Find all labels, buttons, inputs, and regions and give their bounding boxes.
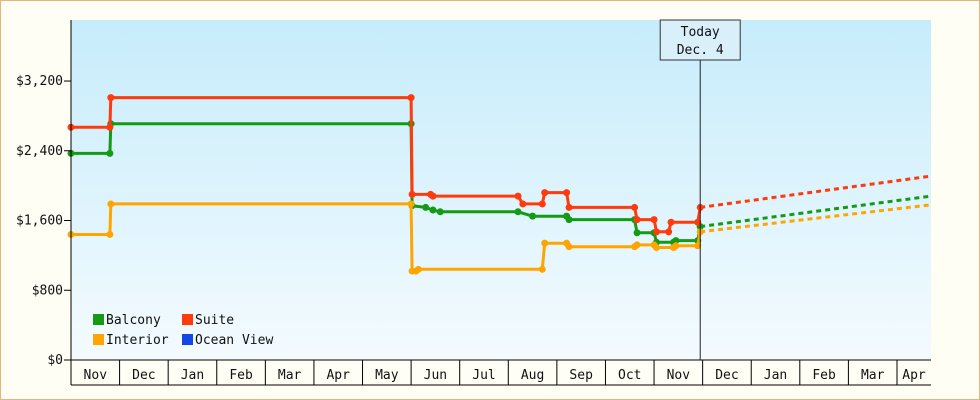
series-point xyxy=(633,241,641,249)
series-layer xyxy=(67,94,932,275)
x-tick-label: Oct xyxy=(618,368,641,383)
legend-label: Interior xyxy=(106,333,169,348)
legend-swatch xyxy=(93,334,104,345)
series-point xyxy=(422,203,430,211)
series-point xyxy=(414,265,422,273)
series-point xyxy=(541,239,549,247)
series-point xyxy=(529,212,537,220)
x-tick-label: Mar xyxy=(278,368,302,383)
series-forecast-line xyxy=(700,203,932,234)
series-point xyxy=(407,94,415,102)
series-point xyxy=(665,228,673,236)
today-label: Today xyxy=(681,25,720,40)
series-point xyxy=(633,216,641,224)
x-tick-label: Dec xyxy=(715,368,738,383)
series-point xyxy=(429,206,437,214)
series-point xyxy=(436,208,444,216)
series-point xyxy=(514,208,522,216)
series-point xyxy=(633,229,641,237)
series-point xyxy=(106,230,114,238)
x-tick-label: Jun xyxy=(424,368,447,383)
series-forecast-line xyxy=(699,174,932,209)
series-point xyxy=(652,244,660,252)
series-point xyxy=(107,200,115,208)
axis-layer: $0 $800 $1,600 $2,400 $3,200 Nov Dec Jan Feb Mar A… xyxy=(16,20,931,386)
x-tick-label: Jan xyxy=(181,368,204,383)
x-tick-label: Jan xyxy=(764,368,787,383)
series-point xyxy=(541,189,549,197)
series-point xyxy=(565,203,573,211)
series-point xyxy=(107,94,115,102)
series-point xyxy=(106,123,114,131)
series-point xyxy=(538,200,546,208)
x-tick-label: Mar xyxy=(861,368,885,383)
today-date-label: Dec. 4 xyxy=(677,43,724,58)
legend-swatch xyxy=(182,314,193,325)
x-tick-label: Aug xyxy=(521,368,544,383)
legend: Balcony Suite Interior Ocean View xyxy=(93,313,273,348)
series-point xyxy=(514,192,522,200)
series-point xyxy=(672,237,680,245)
series-point xyxy=(672,242,680,250)
series-point xyxy=(694,218,702,226)
x-tick-label: Nov xyxy=(84,368,108,383)
x-tick-label: May xyxy=(375,368,399,383)
legend-label: Balcony xyxy=(106,313,161,328)
legend-label: Suite xyxy=(195,313,234,328)
y-tick-label: $2,400 xyxy=(16,144,63,159)
series-point xyxy=(667,218,675,226)
x-tick-label: Jul xyxy=(472,368,495,383)
series-point xyxy=(650,216,658,224)
x-tick-label: Sep xyxy=(569,368,593,383)
series-point xyxy=(538,265,546,273)
series-point xyxy=(565,216,573,224)
y-tick-label: $3,200 xyxy=(16,74,63,89)
series-point xyxy=(565,243,573,251)
series-point xyxy=(106,149,114,157)
x-tick-label: Feb xyxy=(812,368,836,383)
x-tick-label: Apr xyxy=(326,368,350,383)
series-point xyxy=(652,228,660,236)
y-tick-label: $0 xyxy=(47,353,63,368)
series-point xyxy=(694,242,702,250)
series-point xyxy=(631,203,639,211)
y-tick-label: $1,600 xyxy=(16,214,63,229)
today-box xyxy=(659,19,741,61)
series-point xyxy=(408,190,416,198)
x-tick-label: Nov xyxy=(667,368,691,383)
x-tick-label: Dec xyxy=(132,368,155,383)
series-point xyxy=(429,192,437,200)
x-tick-label: Feb xyxy=(229,368,253,383)
x-tick-label: Apr xyxy=(902,368,926,383)
legend-swatch xyxy=(182,334,193,345)
series-point xyxy=(407,200,415,208)
series-point xyxy=(563,189,571,197)
series-point xyxy=(519,200,527,208)
plot-background xyxy=(71,20,931,360)
today-marker: Today Dec. 4 xyxy=(659,19,741,360)
series-forecast-line xyxy=(700,194,932,229)
legend-label: Ocean View xyxy=(195,333,273,348)
legend-swatch xyxy=(93,314,104,325)
y-tick-label: $800 xyxy=(32,283,63,298)
